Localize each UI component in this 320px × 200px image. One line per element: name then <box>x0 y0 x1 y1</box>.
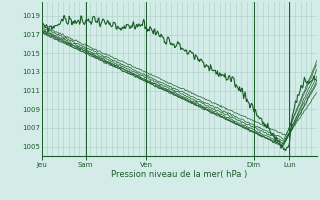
X-axis label: Pression niveau de la mer( hPa ): Pression niveau de la mer( hPa ) <box>111 170 247 179</box>
